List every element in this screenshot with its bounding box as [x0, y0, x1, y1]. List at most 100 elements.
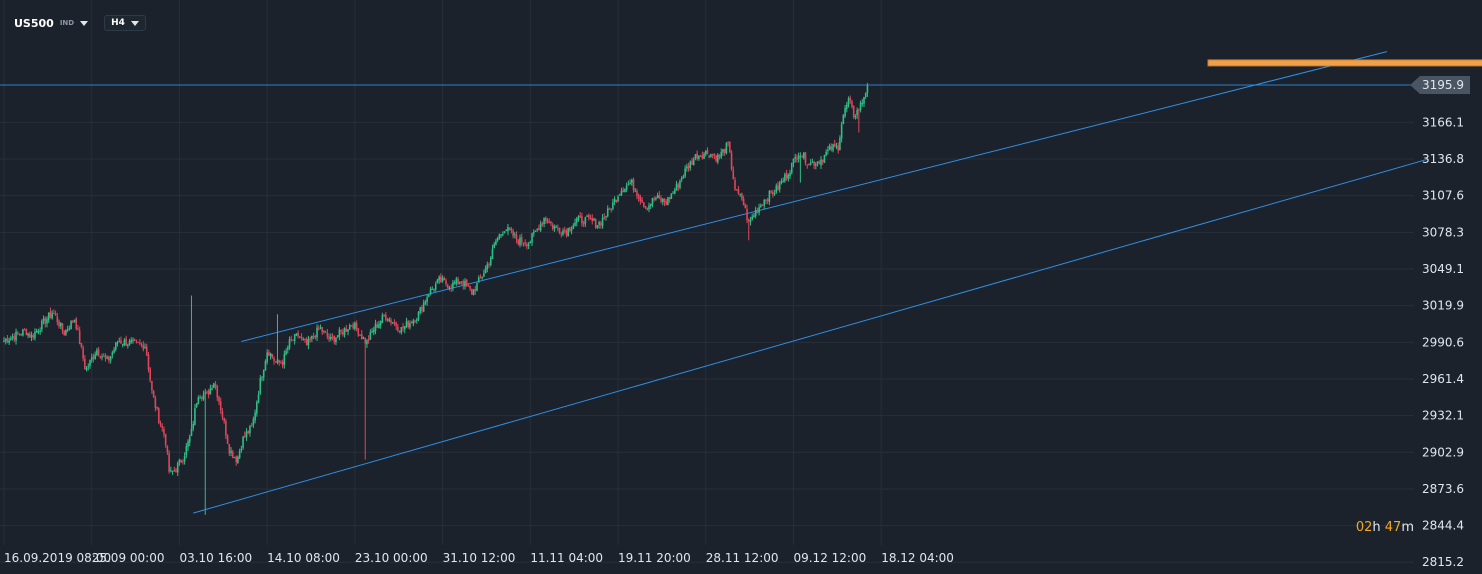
candle-down — [608, 208, 611, 210]
candle-down — [643, 202, 645, 207]
candle-up — [15, 331, 17, 341]
candle-down — [182, 461, 184, 463]
candle-up — [486, 264, 489, 269]
candle-down — [696, 153, 698, 159]
chevron-down-icon — [80, 20, 89, 26]
candle-up — [686, 166, 688, 169]
candle-up — [20, 334, 22, 336]
candle-up — [448, 287, 451, 289]
candle-up — [749, 220, 752, 222]
candle-down — [742, 198, 745, 206]
candle-down — [796, 158, 798, 160]
candle-up — [276, 359, 279, 364]
candle-up — [35, 330, 38, 333]
candle-up — [722, 149, 724, 153]
candle-up — [655, 197, 657, 200]
candle-down — [852, 105, 855, 117]
candle-up — [656, 195, 659, 199]
candle-up — [65, 329, 67, 335]
candle-up — [532, 231, 535, 234]
candle-up — [194, 408, 196, 425]
candle-up — [842, 114, 845, 125]
symbol-selector[interactable]: US500 IND — [14, 16, 89, 30]
candle-down — [154, 397, 157, 408]
candle-down — [271, 353, 274, 358]
candle-up — [27, 333, 29, 336]
candle-down — [6, 338, 9, 343]
candle-down — [397, 326, 399, 331]
price-tick-label: 2961.4 — [1422, 372, 1464, 386]
candle-up — [262, 369, 265, 378]
candle-down — [806, 164, 809, 166]
trend-channel — [193, 51, 1429, 514]
candle-down — [214, 384, 217, 387]
candle-up — [503, 231, 506, 234]
candle-up — [784, 174, 786, 182]
candle-up — [335, 337, 337, 343]
candle-up — [780, 181, 783, 183]
candle-down — [75, 318, 78, 329]
candle-down — [221, 411, 224, 418]
candle-down — [309, 338, 311, 340]
candle-down — [813, 161, 815, 166]
candle-down — [660, 198, 662, 202]
candle-up — [323, 330, 325, 332]
candlestick-series — [3, 82, 869, 515]
candle-down — [632, 179, 635, 191]
candle-down — [328, 336, 330, 340]
candle-down — [355, 322, 358, 329]
candle-up — [861, 102, 864, 104]
candle-down — [741, 193, 743, 200]
candle-down — [149, 368, 151, 381]
candle-down — [653, 198, 655, 200]
candle-down — [558, 227, 561, 233]
price-axis[interactable]: 3195.9 3166.1 3136.8 3107.6 3078.3 3049.1 3019… — [1410, 75, 1470, 569]
candle-down — [292, 339, 294, 341]
candle-down — [708, 155, 710, 158]
candle-down — [582, 222, 585, 225]
candle-down — [637, 194, 640, 199]
candle-up — [417, 311, 420, 320]
symbol-name: US500 — [14, 16, 54, 30]
candle-up — [59, 322, 62, 327]
candle-down — [137, 341, 139, 343]
candle-up — [405, 321, 408, 327]
candle-down — [467, 285, 470, 287]
candle-up — [307, 338, 310, 346]
candle-down — [72, 321, 74, 323]
candle-up — [3, 340, 5, 343]
candle-up — [116, 342, 119, 344]
candle-down — [515, 234, 518, 240]
candle-down — [326, 332, 329, 337]
candle-up — [379, 321, 382, 326]
candle-down — [395, 322, 397, 327]
candle-down — [508, 227, 511, 231]
candle-down — [744, 204, 747, 209]
candle-down — [304, 338, 306, 341]
candle-down — [450, 287, 452, 289]
candle-down — [730, 152, 733, 170]
candle-up — [859, 102, 862, 110]
candle-up — [238, 451, 241, 458]
candle-up — [121, 343, 124, 345]
candle-up — [751, 216, 753, 220]
candle-up — [832, 144, 834, 151]
candle-up — [866, 84, 869, 93]
timeframe-selector[interactable]: H4 — [104, 15, 146, 31]
candle-down — [281, 361, 284, 366]
candle-up — [113, 349, 115, 353]
candle-down — [410, 322, 413, 324]
candle-up — [567, 228, 569, 237]
candle-down — [821, 159, 824, 162]
time-tick-label: 23.10 00:00 — [355, 551, 428, 565]
candle-down — [510, 229, 513, 231]
candle-down — [546, 219, 549, 224]
candle-up — [176, 463, 179, 473]
candle-down — [732, 170, 735, 180]
candle-up — [703, 153, 705, 159]
candle-down — [168, 453, 170, 472]
candle-up — [584, 217, 587, 224]
candle-up — [374, 323, 377, 331]
